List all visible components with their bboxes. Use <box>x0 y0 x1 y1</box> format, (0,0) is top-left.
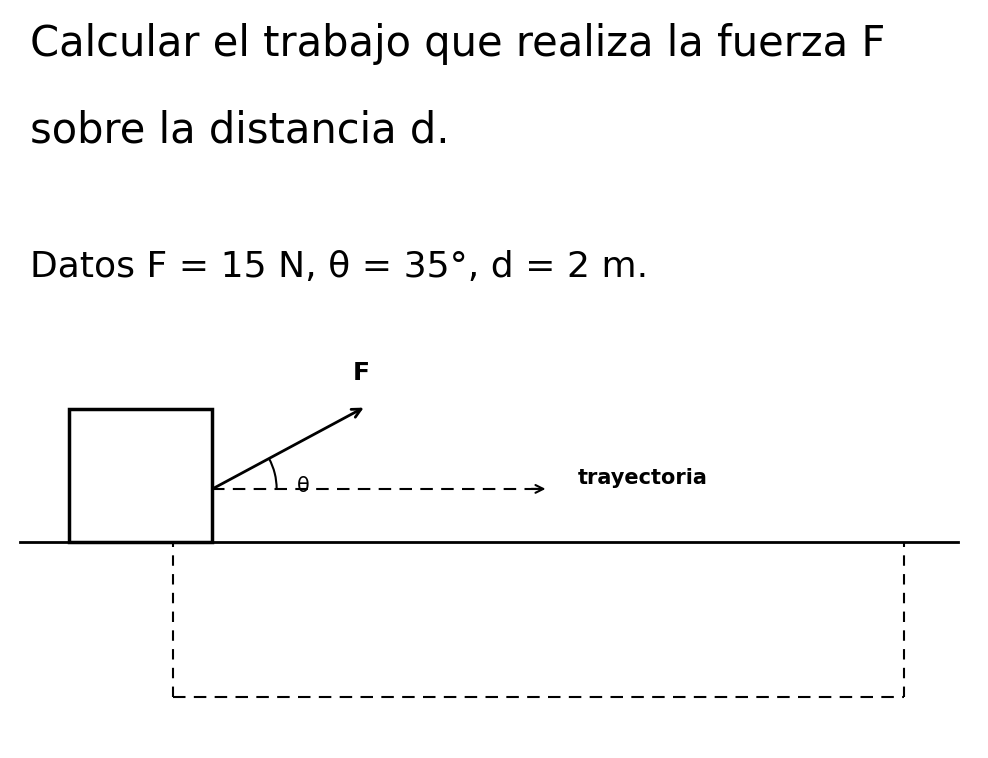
Bar <box>69 409 212 542</box>
Text: Calcular el trabajo que realiza la fuerza F: Calcular el trabajo que realiza la fuerz… <box>30 23 885 64</box>
Text: θ: θ <box>296 477 309 496</box>
Text: sobre la distancia d.: sobre la distancia d. <box>30 110 450 152</box>
Text: Datos F = 15 N, θ = 35°, d = 2 m.: Datos F = 15 N, θ = 35°, d = 2 m. <box>30 250 648 284</box>
Text: F: F <box>353 361 370 385</box>
Text: trayectoria: trayectoria <box>578 468 707 487</box>
